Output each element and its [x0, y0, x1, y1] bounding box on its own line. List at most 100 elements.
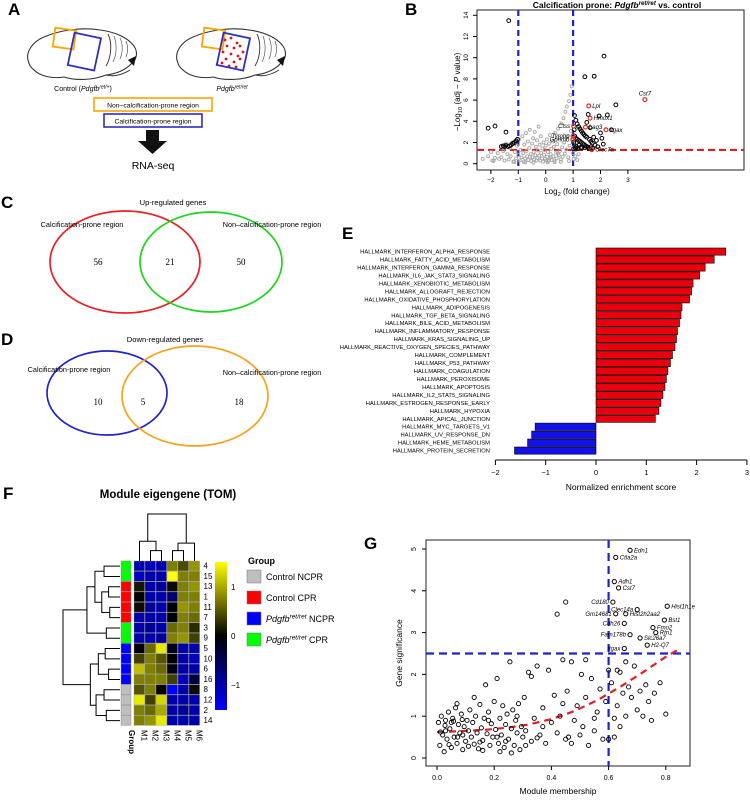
region-legend: Non–calcification-prone region Calcificat…: [93, 97, 213, 128]
svg-text:M5: M5: [184, 730, 193, 742]
svg-text:0.6: 0.6: [604, 775, 614, 782]
svg-text:1: 1: [411, 714, 418, 718]
svg-text:3: 3: [204, 623, 209, 632]
svg-text:6: 6: [463, 98, 470, 102]
svg-text:Hist1h1e: Hist1h1e: [671, 604, 695, 610]
svg-text:Log2 (fold change): Log2 (fold change): [544, 187, 610, 198]
svg-text:10: 10: [204, 654, 213, 663]
svg-text:Hist2h2aa2: Hist2h2aa2: [630, 612, 661, 618]
svg-text:7: 7: [204, 613, 209, 622]
svg-text:0: 0: [411, 756, 418, 760]
gsea-pathway-labels: HALLMARK_INTERFERON_ALPHA_RESPONSE HALLMA…: [340, 250, 490, 455]
svg-text:12: 12: [463, 33, 470, 41]
panel-d-venn-down: Down-regulated genes Calcification-prone …: [28, 335, 321, 447]
svg-text:21: 21: [166, 257, 175, 267]
panel-label-g: G: [364, 534, 378, 553]
svg-text:Cdh26: Cdh26: [603, 621, 621, 627]
svg-text:HALLMARK_COMPLEMENT: HALLMARK_COMPLEMENT: [415, 353, 491, 359]
panel-label-d: D: [1, 330, 14, 349]
svg-text:3: 3: [745, 468, 749, 477]
svg-text:Module eigengene (TOM): Module eigengene (TOM): [100, 489, 237, 501]
svg-text:H2-Q7: H2-Q7: [651, 643, 669, 649]
panel-a-schematic: Control (Pdgfbret/+) Pdgfbret/ret Non–calc…: [27, 26, 286, 172]
heatmap-group-column: [120, 560, 132, 726]
mutant-brain-drawing: [176, 26, 286, 80]
volcano-ylabel: −Log10 (adj − P value): [453, 52, 464, 131]
svg-text:6: 6: [204, 665, 209, 674]
svg-text:HALLMARK_MYC_TARGETS_V1: HALLMARK_MYC_TARGETS_V1: [402, 425, 490, 431]
brain-captions: Control (Pdgfbret/+) Pdgfbret/ret: [54, 84, 248, 93]
svg-text:−1: −1: [541, 468, 550, 477]
svg-text:11: 11: [204, 603, 213, 612]
svg-text:−Log10 (adj − P value): −Log10 (adj − P value): [453, 52, 464, 131]
svg-text:0: 0: [594, 468, 598, 477]
svg-text:1: 1: [571, 177, 575, 184]
svg-text:Rtn1: Rtn1: [660, 631, 673, 637]
svg-text:Bst1: Bst1: [668, 618, 680, 624]
scatter-trend-line: [436, 647, 681, 734]
svg-text:Control CPR: Control CPR: [266, 593, 317, 603]
svg-text:8: 8: [463, 77, 470, 81]
svg-text:2: 2: [204, 706, 209, 715]
svg-text:HALLMARK_INTERFERON_ALPHA_RESP: HALLMARK_INTERFERON_ALPHA_RESPONSE: [360, 250, 490, 256]
svg-text:Non–calcification-prone region: Non–calcification-prone region: [107, 103, 199, 110]
svg-text:Tyrobp: Tyrobp: [551, 134, 570, 140]
svg-text:18: 18: [235, 397, 245, 407]
svg-text:Cst7: Cst7: [639, 92, 652, 98]
svg-text:HALLMARK_FATTY_ACID_METABOLISM: HALLMARK_FATTY_ACID_METABOLISM: [380, 258, 490, 264]
scatter-points: [435, 599, 669, 756]
svg-text:Itgax: Itgax: [607, 646, 621, 652]
svg-text:M6: M6: [195, 730, 204, 742]
svg-text:Gene significance: Gene significance: [394, 619, 404, 687]
svg-text:−1: −1: [515, 177, 523, 184]
svg-text:HALLMARK_ALLOGRAFT_REJECTION: HALLMARK_ALLOGRAFT_REJECTION: [385, 289, 490, 295]
svg-text:HALLMARK_XENOBIOTIC_METABOLISM: HALLMARK_XENOBIOTIC_METABOLISM: [379, 281, 490, 287]
svg-text:2: 2: [411, 672, 418, 676]
panel-c-venn-up: Up-regulated genes Calcification-prone re…: [41, 198, 321, 314]
svg-text:4: 4: [411, 589, 418, 593]
svg-text:HALLMARK_REACTIVE_OXYGEN_SPECI: HALLMARK_REACTIVE_OXYGEN_SPECIES_PATHWAY: [340, 345, 490, 351]
svg-text:HALLMARK_HYPOXIA: HALLMARK_HYPOXIA: [430, 409, 490, 415]
svg-text:HALLMARK_INTERFERON_GAMMA_RESP: HALLMARK_INTERFERON_GAMMA_RESPONSE: [357, 266, 490, 272]
svg-text:0.2: 0.2: [489, 775, 499, 782]
svg-text:10: 10: [463, 54, 470, 62]
svg-text:HALLMARK_UV_RESPONSE_DN: HALLMARK_UV_RESPONSE_DN: [400, 433, 490, 439]
svg-text:Cd180: Cd180: [591, 600, 609, 606]
svg-text:Ctss: Ctss: [558, 124, 570, 130]
gsea-xlabel: Normalized enrichment score: [566, 482, 677, 492]
svg-text:2: 2: [599, 177, 603, 184]
svg-text:0.4: 0.4: [547, 775, 557, 782]
svg-text:Cst7: Cst7: [623, 586, 636, 592]
svg-text:Slc26a7: Slc26a7: [644, 636, 666, 642]
volcano-nonsig-points: [480, 84, 581, 165]
group-legend: Group Control NCPR Control CPR Pdgfbret/ret…: [246, 556, 335, 647]
svg-text:Down-regulated genes: Down-regulated genes: [127, 335, 204, 344]
svg-text:Module membership: Module membership: [519, 786, 596, 796]
svg-text:Fmo2: Fmo2: [657, 626, 673, 632]
svg-text:3: 3: [411, 631, 418, 635]
svg-text:M3: M3: [162, 730, 171, 742]
heatmap-title: Module eigengene (TOM): [100, 489, 237, 501]
svg-text:HALLMARK_KRAS_SIGNALING_UP: HALLMARK_KRAS_SIGNALING_UP: [394, 337, 490, 343]
svg-text:5: 5: [141, 397, 146, 407]
panel-label-f: F: [3, 484, 14, 503]
heatmap-col-labels: M1 M2 M3 M4 M5 M6 Group: [127, 730, 204, 754]
svg-text:14: 14: [463, 11, 470, 19]
svg-text:Pdgfbret/ret NCPR: Pdgfbret/ret NCPR: [266, 614, 335, 624]
svg-text:HALLMARK_OXIDATIVE_PHOSPHORYLA: HALLMARK_OXIDATIVE_PHOSPHORYLATION: [364, 297, 490, 303]
svg-text:HALLMARK_INFLAMMATORY_RESPONSE: HALLMARK_INFLAMMATORY_RESPONSE: [375, 329, 490, 335]
svg-text:HALLMARK_BILE_ACID_METABOLISM: HALLMARK_BILE_ACID_METABOLISM: [385, 321, 490, 327]
svg-text:M1: M1: [140, 730, 149, 742]
down-arrow-icon: [138, 130, 167, 154]
panel-label-c: C: [1, 193, 14, 212]
heatmap-colorbar: 1 0 −1: [215, 562, 241, 710]
svg-text:9: 9: [204, 634, 209, 643]
svg-text:Up-regulated genes: Up-regulated genes: [140, 198, 207, 207]
volcano-title: Calcification prone: Pdgfbret/ret vs. co…: [533, 0, 701, 10]
scatter-axes: 0.0 0.2 0.4 0.6 0.8 0 1 2 3 4 5: [411, 547, 671, 782]
venn-up-diagram: Up-regulated genes Calcification-prone re…: [41, 198, 321, 314]
